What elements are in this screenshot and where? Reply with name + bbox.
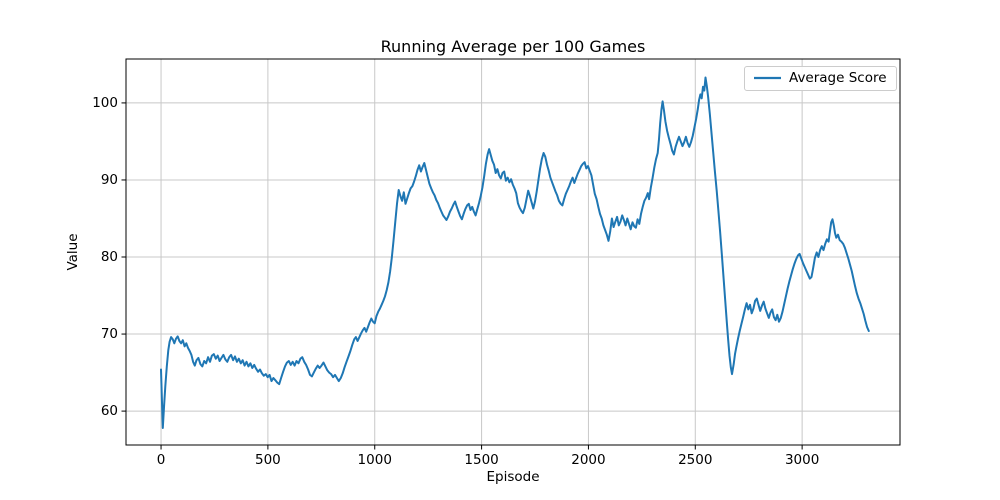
y-tick-label: 80 — [100, 249, 118, 265]
axes-frame — [125, 58, 901, 446]
x-tick-label: 3000 — [784, 452, 820, 468]
average-score-line — [160, 76, 870, 429]
chart-title: Running Average per 100 Games — [380, 37, 646, 56]
x-tick-label: 1500 — [464, 452, 499, 468]
grid-lines — [126, 59, 900, 445]
y-tick-label: 70 — [100, 326, 118, 343]
y-tick-label: 90 — [100, 171, 118, 188]
x-tick-label: 500 — [255, 452, 281, 468]
legend-entry-label: Average Score — [789, 70, 887, 86]
x-tick-label: 1000 — [357, 452, 392, 468]
x-axis-title: Episode — [486, 469, 540, 485]
axis-ticks — [121, 102, 803, 450]
y-tick-label: 60 — [100, 403, 118, 420]
x-tick-label: 2500 — [678, 452, 713, 468]
legend: Average Score — [744, 66, 897, 91]
y-tick-label: 100 — [92, 94, 118, 111]
x-tick-label: 0 — [156, 452, 166, 468]
x-tick-label: 2000 — [571, 452, 606, 468]
legend-line-sample-icon — [754, 76, 781, 80]
